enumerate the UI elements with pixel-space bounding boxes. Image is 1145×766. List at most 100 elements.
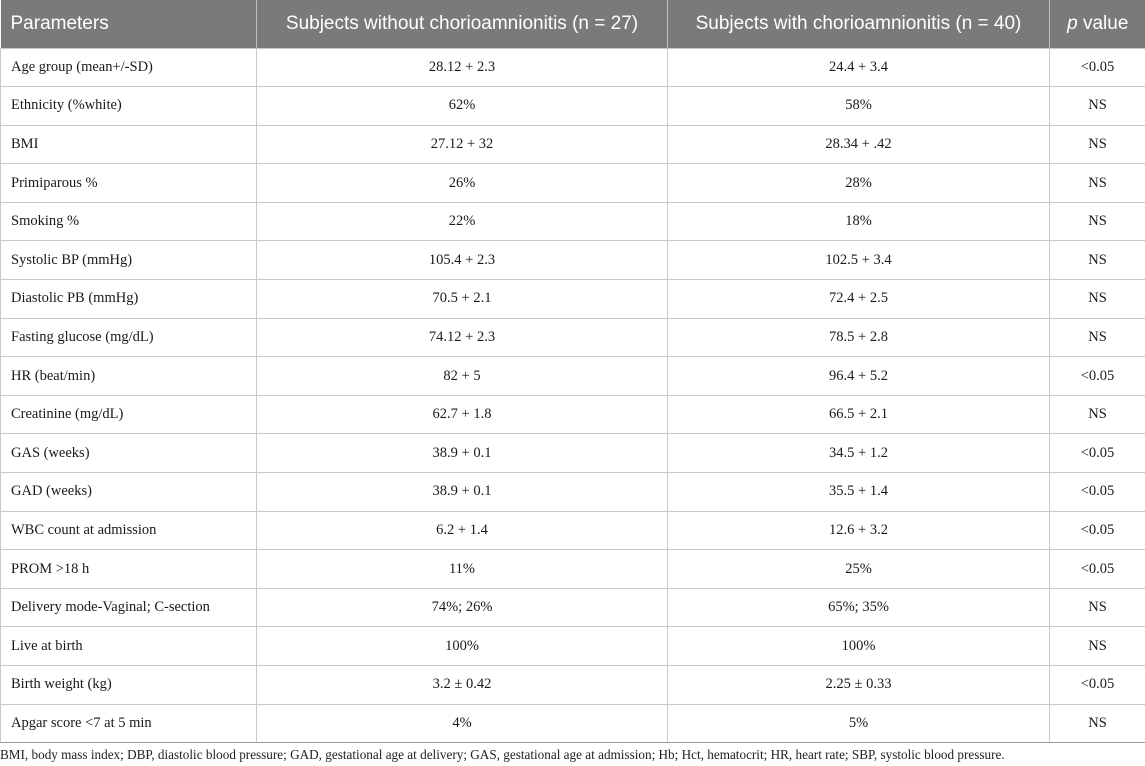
cell-without-chorioamnionitis: 100% xyxy=(256,626,668,666)
cell-without-chorioamnionitis: 6.2 + 1.4 xyxy=(256,510,668,551)
data-table: Parameters Subjects without chorioamnion… xyxy=(0,0,1145,744)
cell-parameter: Age group (mean+/-SD) xyxy=(0,47,257,88)
cell-with-chorioamnionitis: 58% xyxy=(667,86,1050,126)
table-row: GAD (weeks) 38.9 + 0.1 35.5 + 1.4 <0.05 xyxy=(0,472,1145,512)
cell-p-value: NS xyxy=(1049,240,1145,281)
cell-with-chorioamnionitis: 28.34 + .42 xyxy=(667,124,1050,165)
cell-p-value: NS xyxy=(1049,587,1145,628)
table-row: Delivery mode-Vaginal; C-section 74%; 26%… xyxy=(0,587,1145,628)
table-row: Systolic BP (mmHg) 105.4 + 2.3 102.5 + 3.4… xyxy=(0,240,1145,281)
table-row: BMI 27.12 + 32 28.34 + .42 NS xyxy=(0,124,1145,165)
cell-with-chorioamnionitis: 28% xyxy=(667,163,1050,203)
cell-with-chorioamnionitis: 72.4 + 2.5 xyxy=(667,279,1050,319)
cell-parameter: Fasting glucose (mg/dL) xyxy=(0,317,257,358)
table-row: Birth weight (kg) 3.2 ± 0.42 2.25 ± 0.33 <0… xyxy=(0,665,1145,705)
cell-p-value: <0.05 xyxy=(1049,47,1145,88)
cell-parameter: Creatinine (mg/dL) xyxy=(0,394,257,435)
header-parameters: Parameters xyxy=(10,12,109,34)
cell-parameter: Birth weight (kg) xyxy=(0,665,257,705)
table-row: Primiparous % 26% 28% NS xyxy=(0,163,1145,203)
cell-without-chorioamnionitis: 62.7 + 1.8 xyxy=(256,394,668,435)
cell-with-chorioamnionitis: 35.5 + 1.4 xyxy=(667,472,1050,512)
cell-with-chorioamnionitis: 34.5 + 1.2 xyxy=(667,433,1050,474)
data-table-container: Parameters Subjects without chorioamnion… xyxy=(0,0,1145,744)
cell-p-value: NS xyxy=(1049,626,1145,666)
table-row: HR (beat/min) 82 + 5 96.4 + 5.2 <0.05 xyxy=(0,356,1145,396)
cell-with-chorioamnionitis: 12.6 + 3.2 xyxy=(667,510,1050,551)
cell-with-chorioamnionitis: 96.4 + 5.2 xyxy=(667,356,1050,396)
cell-without-chorioamnionitis: 28.12 + 2.3 xyxy=(256,47,668,88)
cell-p-value: NS xyxy=(1049,201,1145,242)
cell-parameter: Delivery mode-Vaginal; C-section xyxy=(0,587,257,628)
table-row: Apgar score <7 at 5 min 4% 5% NS xyxy=(0,703,1145,744)
cell-without-chorioamnionitis: 3.2 ± 0.42 xyxy=(256,665,668,705)
cell-with-chorioamnionitis: 24.4 + 3.4 xyxy=(667,47,1050,88)
cell-parameter: WBC count at admission xyxy=(0,510,257,551)
table-row: Fasting glucose (mg/dL) 74.12 + 2.3 78.5 +… xyxy=(0,317,1145,358)
cell-without-chorioamnionitis: 74%; 26% xyxy=(256,587,668,628)
header-p-rest: value xyxy=(1077,12,1129,34)
cell-without-chorioamnionitis: 26% xyxy=(256,163,668,203)
table-row: Live at birth 100% 100% NS xyxy=(0,626,1145,666)
cell-p-value: <0.05 xyxy=(1049,549,1145,589)
cell-without-chorioamnionitis: 105.4 + 2.3 xyxy=(256,240,668,281)
table-header-row: Parameters Subjects without chorioamnion… xyxy=(0,0,1145,48)
cell-p-value: <0.05 xyxy=(1049,665,1145,705)
cell-p-value: <0.05 xyxy=(1049,356,1145,396)
cell-parameter: HR (beat/min) xyxy=(0,356,257,396)
cell-with-chorioamnionitis: 66.5 + 2.1 xyxy=(667,394,1050,435)
cell-p-value: <0.05 xyxy=(1049,510,1145,551)
cell-p-value: NS xyxy=(1049,279,1145,319)
table-row: PROM >18 h 11% 25% <0.05 xyxy=(0,549,1145,589)
cell-parameter: Ethnicity (%white) xyxy=(0,86,257,126)
cell-with-chorioamnionitis: 2.25 ± 0.33 xyxy=(667,665,1050,705)
table-row: GAS (weeks) 38.9 + 0.1 34.5 + 1.2 <0.05 xyxy=(0,433,1145,474)
cell-with-chorioamnionitis: 65%; 35% xyxy=(667,587,1050,628)
cell-with-chorioamnionitis: 78.5 + 2.8 xyxy=(667,317,1050,358)
header-without-chorioamnionitis: Subjects without chorioamnionitis (n = 2… xyxy=(256,0,668,48)
table-row: Ethnicity (%white) 62% 58% NS xyxy=(0,86,1145,126)
cell-parameter: GAS (weeks) xyxy=(0,433,257,474)
table-body: Age group (mean+/-SD) 28.12 + 2.3 24.4 + 3… xyxy=(0,47,1145,744)
cell-with-chorioamnionitis: 5% xyxy=(667,703,1050,744)
cell-parameter: GAD (weeks) xyxy=(0,472,257,512)
cell-with-chorioamnionitis: 18% xyxy=(667,201,1050,242)
cell-without-chorioamnionitis: 62% xyxy=(256,86,668,126)
cell-p-value: NS xyxy=(1049,317,1145,358)
header-p-value: p value xyxy=(1049,0,1145,48)
cell-without-chorioamnionitis: 38.9 + 0.1 xyxy=(256,433,668,474)
header-with-chorioamnionitis: Subjects with chorioamnionitis (n = 40) xyxy=(667,0,1050,48)
cell-parameter: BMI xyxy=(0,124,257,165)
cell-without-chorioamnionitis: 4% xyxy=(256,703,668,744)
cell-without-chorioamnionitis: 22% xyxy=(256,201,668,242)
cell-without-chorioamnionitis: 82 + 5 xyxy=(256,356,668,396)
cell-parameter: Live at birth xyxy=(0,626,257,666)
cell-p-value: NS xyxy=(1049,163,1145,203)
cell-without-chorioamnionitis: 70.5 + 2.1 xyxy=(256,279,668,319)
table-row: WBC count at admission 6.2 + 1.4 12.6 + 3.… xyxy=(0,510,1145,551)
cell-parameter: PROM >18 h xyxy=(0,549,257,589)
cell-parameter: Smoking % xyxy=(0,201,257,242)
header-p-italic: p xyxy=(1067,12,1078,34)
cell-parameter: Primiparous % xyxy=(0,163,257,203)
cell-parameter: Diastolic PB (mmHg) xyxy=(0,279,257,319)
cell-parameter: Apgar score <7 at 5 min xyxy=(0,703,257,744)
cell-with-chorioamnionitis: 25% xyxy=(667,549,1050,589)
cell-p-value: NS xyxy=(1049,86,1145,126)
cell-without-chorioamnionitis: 74.12 + 2.3 xyxy=(256,317,668,358)
cell-p-value: NS xyxy=(1049,124,1145,165)
table-row: Age group (mean+/-SD) 28.12 + 2.3 24.4 + 3… xyxy=(0,47,1145,88)
table-row: Creatinine (mg/dL) 62.7 + 1.8 66.5 + 2.1 NS xyxy=(0,394,1145,435)
table-row: Diastolic PB (mmHg) 70.5 + 2.1 72.4 + 2.5 N… xyxy=(0,279,1145,319)
cell-p-value: NS xyxy=(1049,703,1145,744)
cell-without-chorioamnionitis: 38.9 + 0.1 xyxy=(256,472,668,512)
cell-p-value: <0.05 xyxy=(1049,472,1145,512)
cell-p-value: <0.05 xyxy=(1049,433,1145,474)
cell-without-chorioamnionitis: 27.12 + 32 xyxy=(256,124,668,165)
cell-parameter: Systolic BP (mmHg) xyxy=(0,240,257,281)
table-row: Smoking % 22% 18% NS xyxy=(0,201,1145,242)
cell-with-chorioamnionitis: 102.5 + 3.4 xyxy=(667,240,1050,281)
cell-without-chorioamnionitis: 11% xyxy=(256,549,668,589)
cell-p-value: NS xyxy=(1049,394,1145,435)
table-footnote: BMI, body mass index; DBP, diastolic blo… xyxy=(0,747,1005,762)
